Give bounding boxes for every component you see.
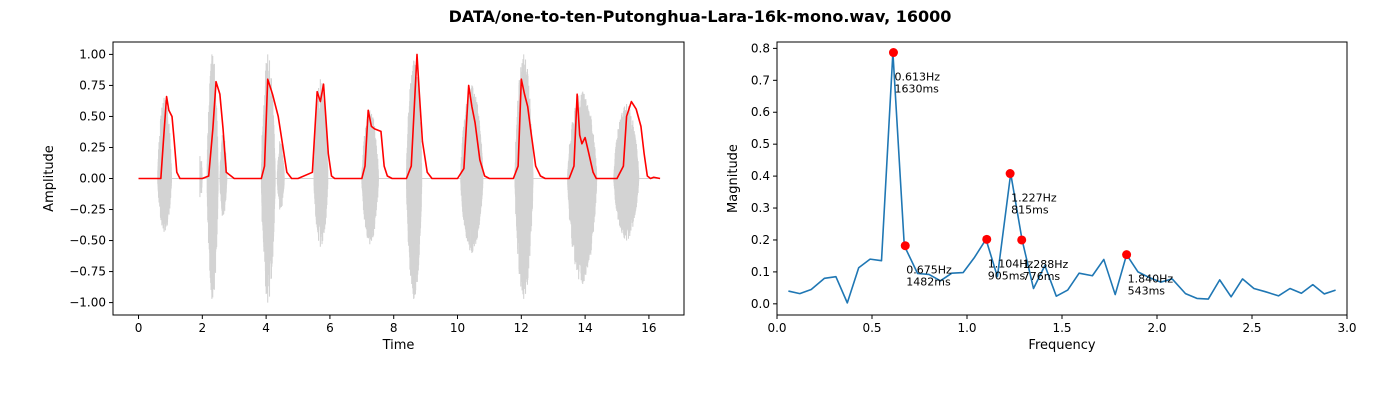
spectrum-line bbox=[788, 51, 1336, 304]
x-tick-label: 6 bbox=[326, 321, 334, 335]
y-axis-label: Amplitude bbox=[42, 145, 57, 212]
y-tick-label: −1.00 bbox=[69, 296, 106, 310]
axes-frame bbox=[776, 41, 1348, 316]
x-tick-label: 2.0 bbox=[1147, 321, 1166, 335]
y-tick-label: 0.5 bbox=[751, 137, 770, 151]
x-tick-label: 1.5 bbox=[1052, 321, 1071, 335]
x-tick-label: 2.5 bbox=[1242, 321, 1261, 335]
peak-period-label: 776ms bbox=[1023, 270, 1061, 283]
y-tick-label: 1.00 bbox=[79, 47, 106, 61]
y-tick-label: 0.1 bbox=[751, 265, 770, 279]
peak-frequency-label: 1.227Hz bbox=[1011, 192, 1057, 205]
y-tick-label: 0.7 bbox=[751, 73, 770, 87]
x-tick-label: 12 bbox=[514, 321, 529, 335]
y-tick-label: 0.25 bbox=[79, 140, 106, 154]
frequency-spectrum-chart: 0.0 0.5 1.0 1.5 2.0 2.5 3.0 0.0 0.1 0.2 0.3 0.4 0.5 0… bbox=[726, 41, 1357, 353]
x-axis-label: Frequency bbox=[1028, 338, 1095, 353]
peak-frequency-label: 0.613Hz bbox=[894, 71, 940, 84]
x-tick-label: 0 bbox=[135, 321, 143, 335]
x-tick-label: 1.0 bbox=[957, 321, 976, 335]
peak-marker bbox=[900, 241, 910, 251]
peak-period-label: 1630ms bbox=[894, 83, 939, 96]
peak-period-label: 905ms bbox=[988, 269, 1026, 282]
y-axis-label: Magnitude bbox=[726, 144, 741, 213]
y-tick-label: 0.2 bbox=[751, 233, 770, 247]
peak-marker bbox=[982, 234, 992, 244]
axes-frame bbox=[112, 41, 685, 316]
peak-frequency-label: 1.840Hz bbox=[1128, 273, 1174, 286]
peak-marker bbox=[1122, 250, 1132, 260]
y-tick-label: 0.0 bbox=[751, 297, 770, 311]
peak-period-label: 543ms bbox=[1128, 285, 1166, 298]
x-tick-label: 14 bbox=[577, 321, 592, 335]
peak-marker bbox=[1017, 235, 1027, 245]
peak-marker bbox=[888, 48, 898, 58]
envelope-line bbox=[138, 53, 661, 180]
y-tick-label: −0.50 bbox=[69, 234, 106, 248]
peak-frequency-label: 1.104Hz bbox=[988, 257, 1034, 270]
x-tick-label: 10 bbox=[450, 321, 465, 335]
x-tick-label: 0.0 bbox=[767, 321, 786, 335]
peak-frequency-label: 1.288Hz bbox=[1023, 258, 1069, 271]
x-tick-label: 2 bbox=[198, 321, 206, 335]
x-tick-label: 3.0 bbox=[1337, 321, 1356, 335]
x-tick-label: 8 bbox=[390, 321, 398, 335]
figure-title: DATA/one-to-ten-Putonghua-Lara-16k-mono.… bbox=[449, 7, 952, 26]
x-axis-label: Time bbox=[382, 338, 415, 353]
y-tick-label: 0.50 bbox=[79, 109, 106, 123]
time-domain-chart: 0 2 4 6 8 10 12 14 16 −1.00 −0.75 −0.50 −0.25 0.00 0.2… bbox=[42, 41, 685, 353]
peak-period-label: 1482ms bbox=[906, 276, 951, 289]
peak-period-label: 815ms bbox=[1011, 204, 1049, 217]
x-tick-label: 16 bbox=[641, 321, 656, 335]
peak-frequency-label: 0.675Hz bbox=[906, 264, 952, 277]
y-tick-label: −0.75 bbox=[69, 265, 106, 279]
y-tick-label: −0.25 bbox=[69, 203, 106, 217]
y-tick-label: 0.75 bbox=[79, 78, 106, 92]
plot-area bbox=[138, 53, 661, 303]
y-tick-label: 0.6 bbox=[751, 105, 770, 119]
y-tick-label: 0.4 bbox=[751, 169, 770, 183]
x-tick-label: 4 bbox=[262, 321, 270, 335]
peak-marker bbox=[1005, 169, 1015, 179]
y-tick-label: 0.3 bbox=[751, 201, 770, 215]
y-tick-label: 0.8 bbox=[751, 41, 770, 55]
y-tick-label: 0.00 bbox=[79, 172, 106, 186]
x-tick-label: 0.5 bbox=[862, 321, 881, 335]
